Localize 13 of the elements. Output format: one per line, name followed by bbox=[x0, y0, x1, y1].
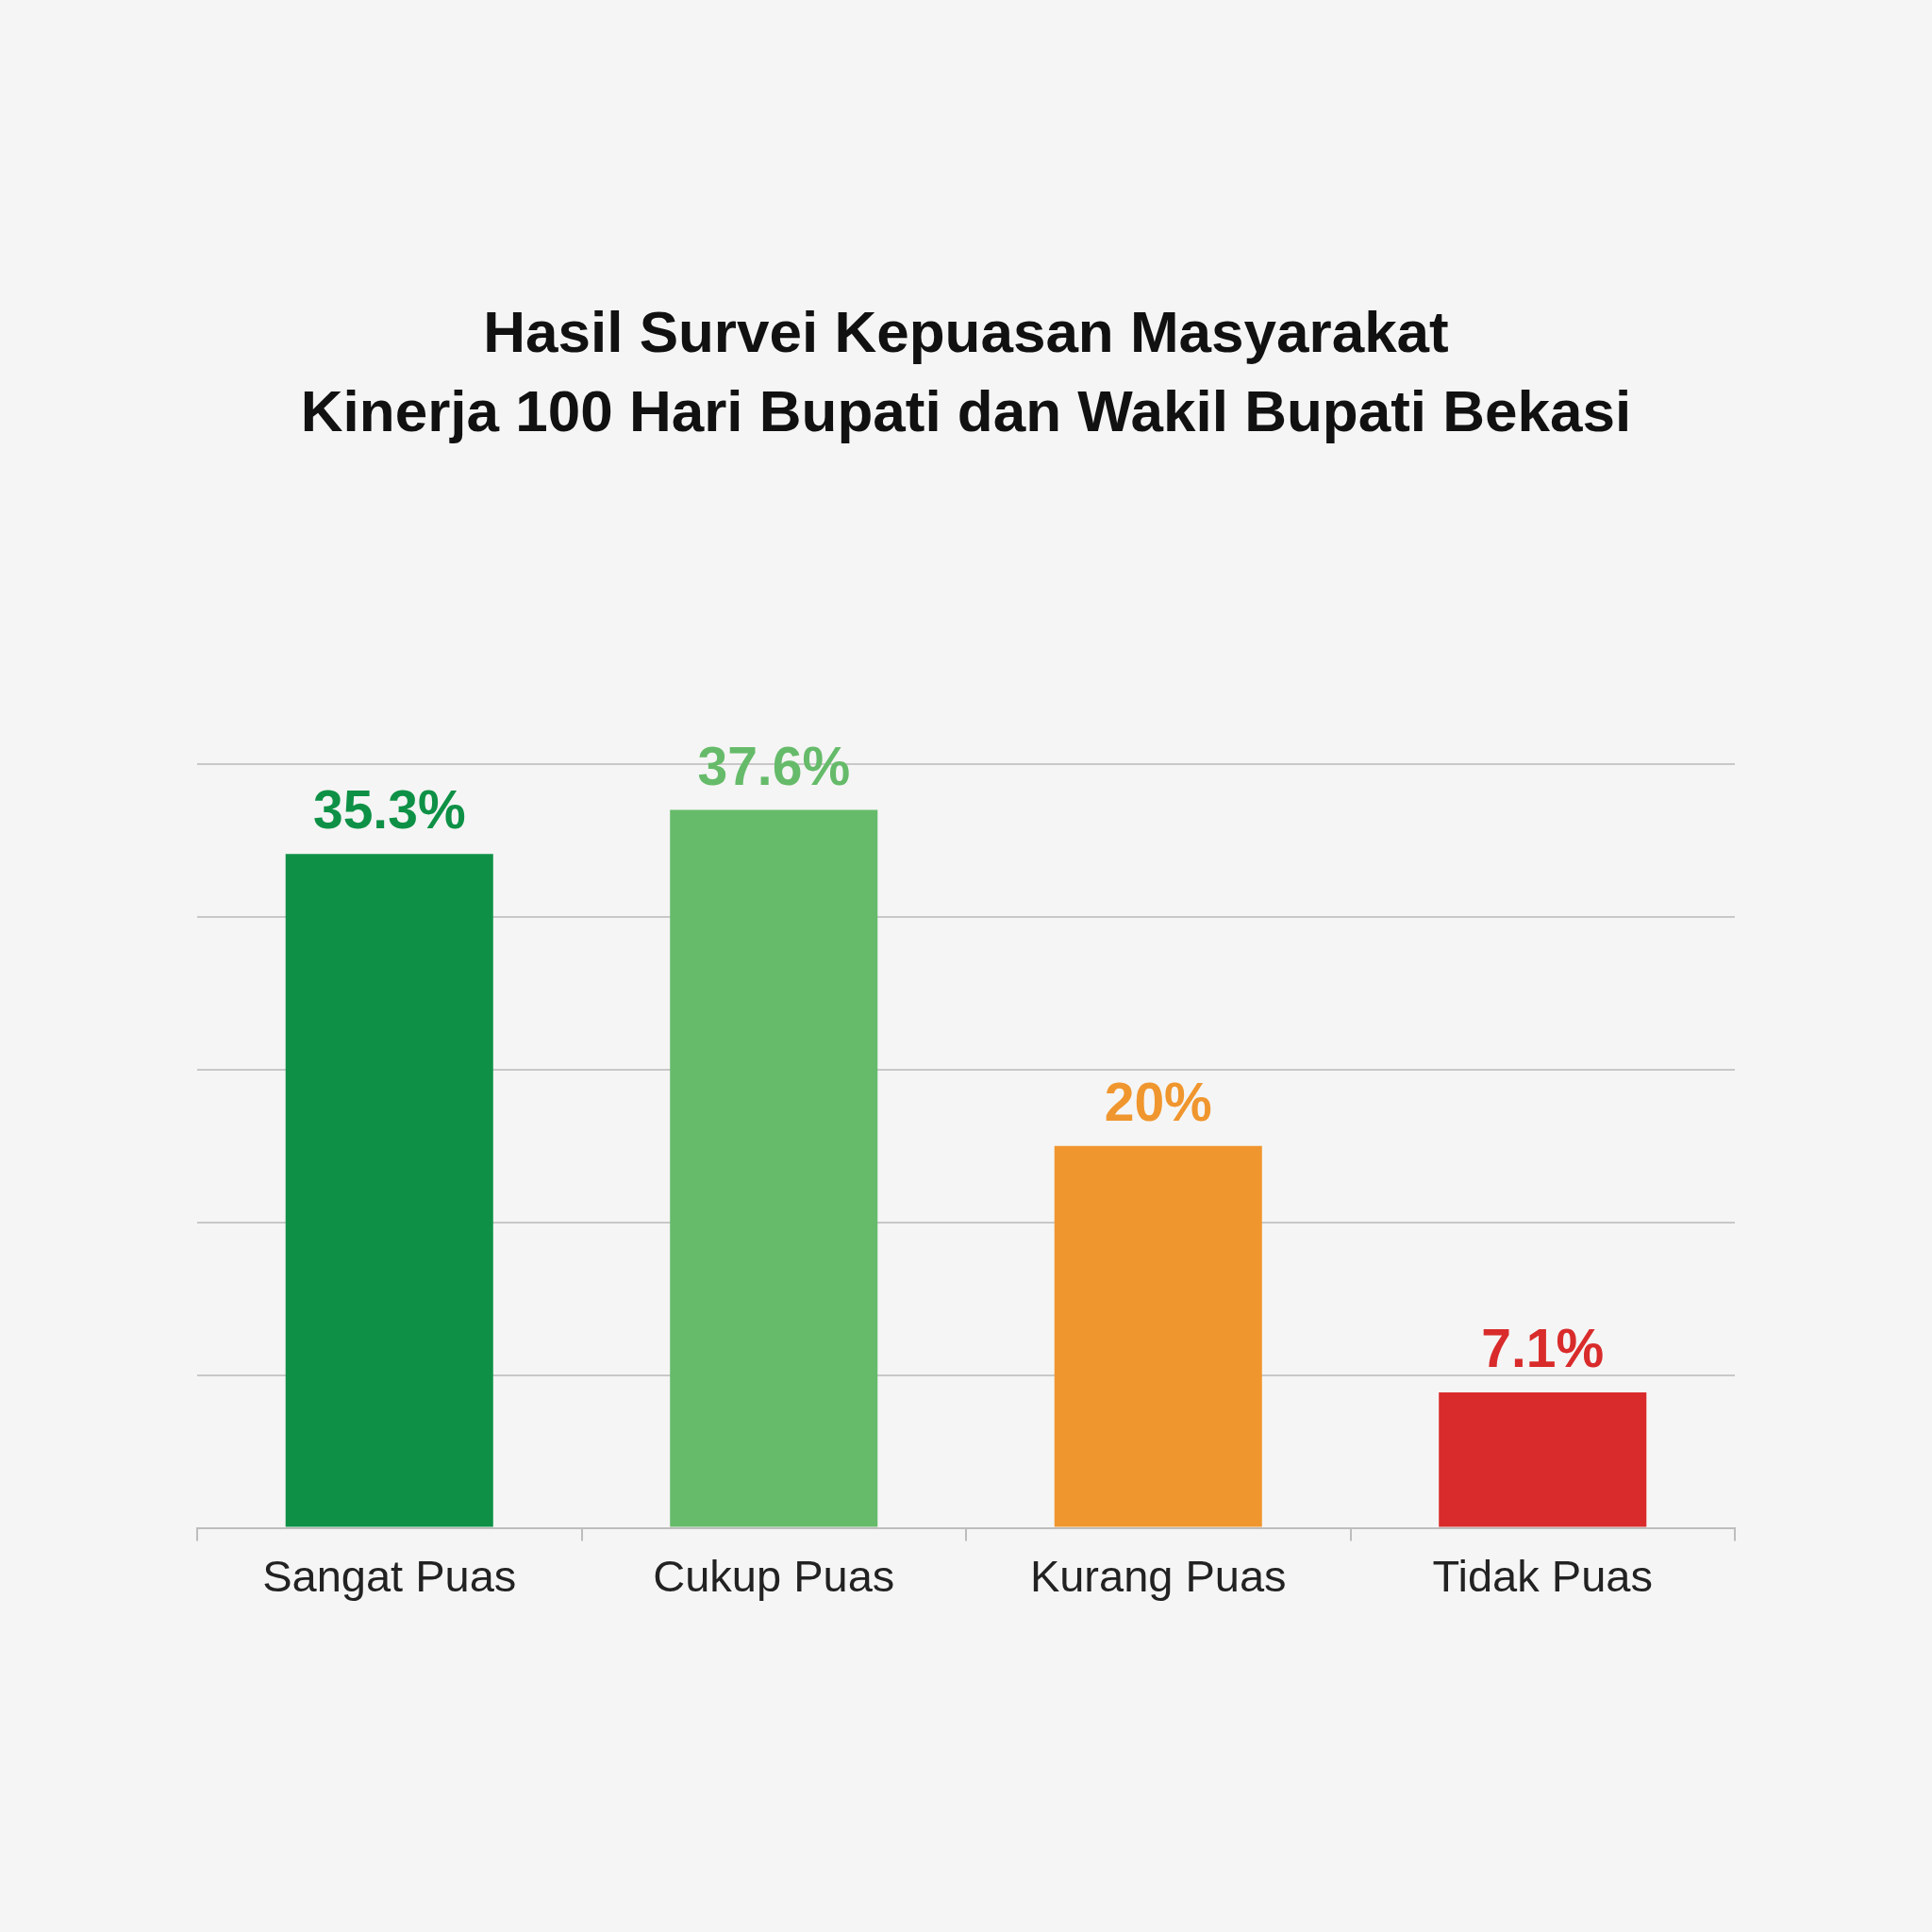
x-tick-label: Tidak Puas bbox=[1432, 1550, 1653, 1601]
chart-title: Hasil Survei Kepuasan Masyarakat Kinerja 100 Hari Bupati dan Wakil Bupati Bekasi bbox=[299, 298, 1633, 445]
bar bbox=[670, 809, 878, 1527]
data-label: 37.6% bbox=[697, 735, 851, 796]
bar bbox=[285, 854, 493, 1527]
bar bbox=[1054, 1145, 1262, 1527]
x-tick-label: Sangat Puas bbox=[262, 1550, 517, 1601]
x-tick-label: Kurang Puas bbox=[1029, 1550, 1287, 1601]
data-label: 7.1% bbox=[1481, 1318, 1605, 1379]
x-tick-label: Cukup Puas bbox=[653, 1550, 895, 1601]
data-label: 20% bbox=[1104, 1072, 1212, 1133]
bar bbox=[1439, 1391, 1647, 1527]
data-label: 35.3% bbox=[312, 779, 466, 841]
